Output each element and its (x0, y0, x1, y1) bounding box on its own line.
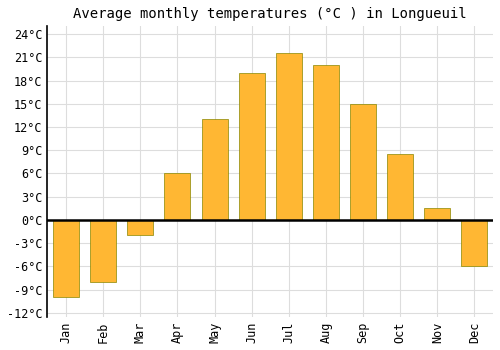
Title: Average monthly temperatures (°C ) in Longueuil: Average monthly temperatures (°C ) in Lo… (74, 7, 467, 21)
Bar (276, 54, 302, 220)
Bar (202, 119, 228, 220)
Bar (90, 220, 116, 282)
Bar (424, 208, 450, 220)
Bar (462, 220, 487, 266)
Bar (164, 174, 190, 220)
Bar (350, 104, 376, 220)
Bar (238, 73, 264, 220)
Bar (128, 220, 154, 236)
Bar (387, 154, 413, 220)
Bar (313, 65, 339, 220)
Bar (53, 220, 79, 298)
